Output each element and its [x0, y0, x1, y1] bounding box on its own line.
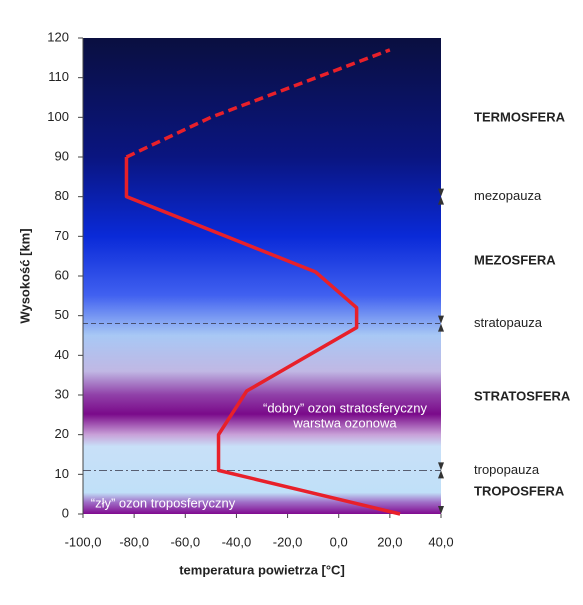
layer-label: TERMOSFERA	[474, 109, 566, 124]
y-tick-label: 70	[55, 228, 69, 243]
x-tick-label: -60,0	[170, 534, 200, 549]
y-tick-label: 20	[55, 426, 69, 441]
boundary-marker	[438, 315, 444, 332]
x-tick-label: 40,0	[428, 534, 453, 549]
y-tick-label: 120	[47, 29, 69, 44]
axis-marker	[438, 506, 444, 514]
x-tick-label: -20,0	[273, 534, 303, 549]
boundary-marker	[438, 462, 444, 479]
temperature-line	[125, 48, 391, 159]
x-tick-label: -100,0	[65, 534, 102, 549]
y-tick-label: 30	[55, 386, 69, 401]
note: warstwa ozonowa	[292, 415, 397, 430]
temperature-line	[124, 157, 401, 516]
boundary-label: stratopauza	[474, 315, 543, 330]
layer-label: MEZOSFERA	[474, 252, 556, 267]
x-tick-label: -80,0	[119, 534, 149, 549]
layer-label: STRATOSFERA	[474, 388, 571, 403]
y-tick-label: 50	[55, 307, 69, 322]
y-tick-label: 90	[55, 148, 69, 163]
boundary-label: mezopauza	[474, 188, 542, 203]
y-tick-label: 100	[47, 109, 69, 124]
x-tick-label: 0,0	[330, 534, 348, 549]
y-tick-label: 0	[62, 505, 69, 520]
y-tick-label: 110	[48, 69, 69, 84]
boundary-marker	[438, 188, 444, 205]
y-axis-label: Wysokość [km]	[17, 228, 32, 323]
boundary-label: tropopauza	[474, 462, 540, 477]
note: “zły” ozon troposferyczny	[91, 495, 236, 510]
x-tick-label: 20,0	[377, 534, 402, 549]
x-tick-label: -40,0	[222, 534, 252, 549]
plot-background	[83, 38, 441, 514]
x-axis-label: temperatura powietrza [°C]	[179, 562, 345, 577]
y-tick-label: 80	[55, 188, 69, 203]
y-tick-label: 10	[55, 466, 69, 481]
y-tick-label: 60	[55, 267, 69, 282]
y-tick-label: 40	[55, 347, 69, 362]
note: “dobry” ozon stratosferyczny	[263, 400, 428, 415]
layer-label: TROPOSFERA	[474, 483, 565, 498]
